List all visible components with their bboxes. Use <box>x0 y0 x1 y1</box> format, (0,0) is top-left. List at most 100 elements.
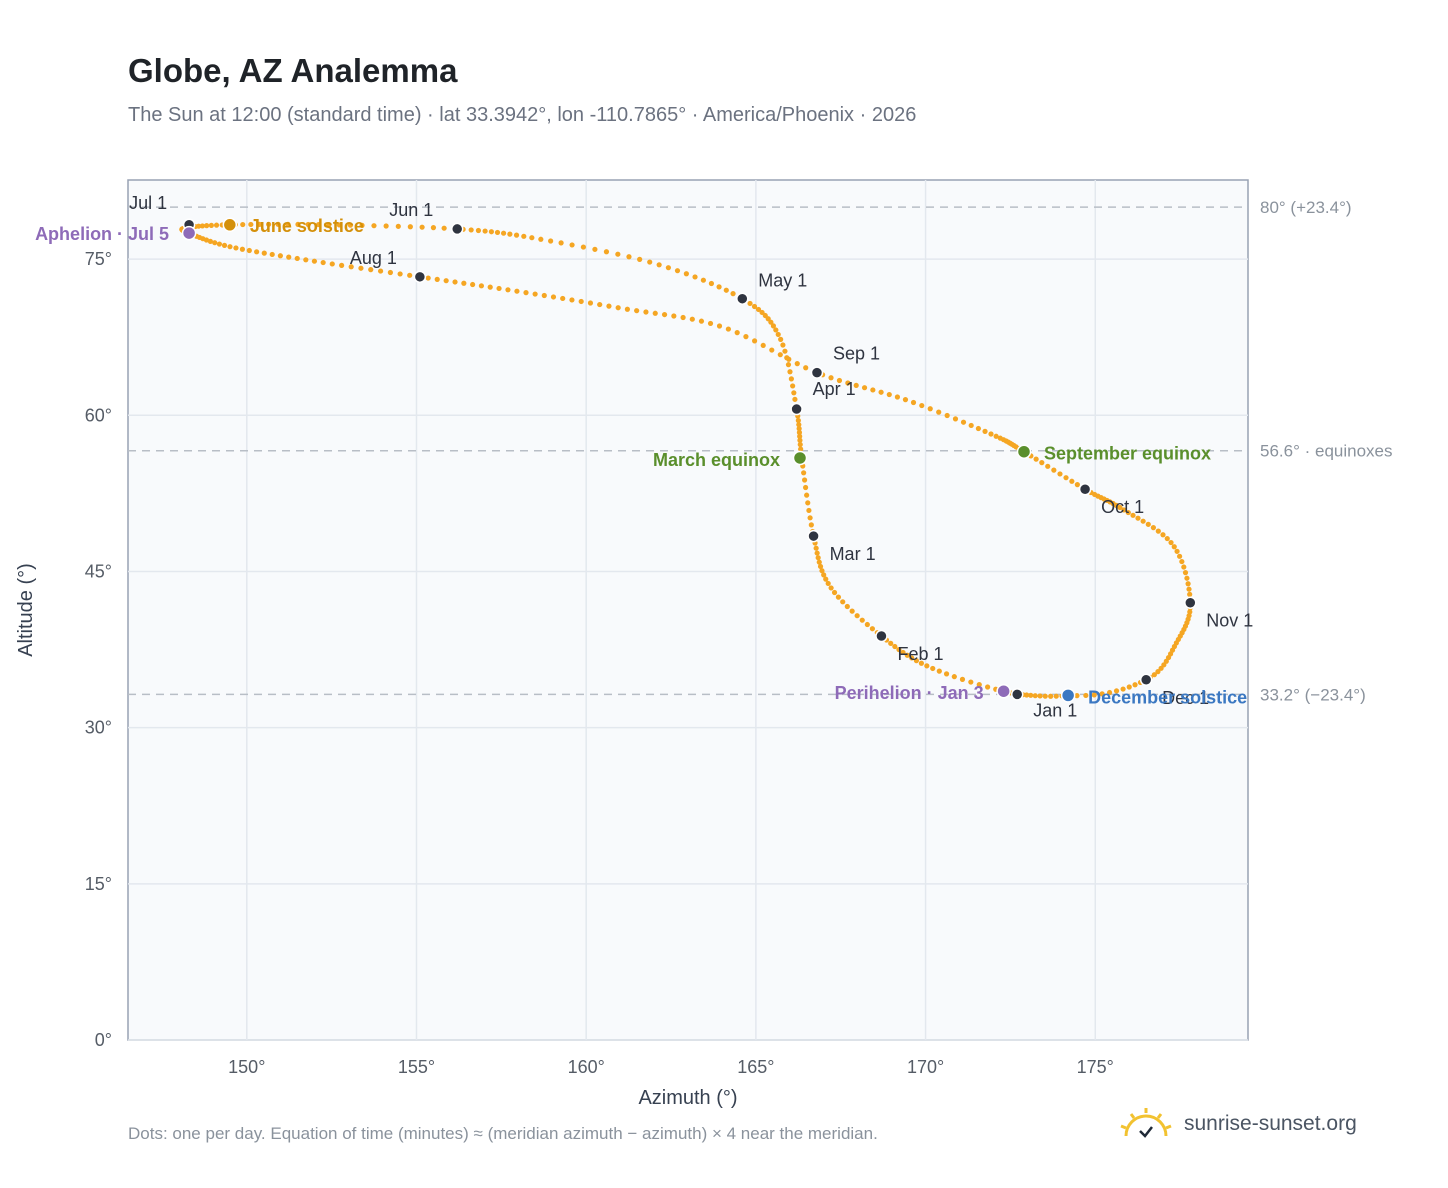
day-dot <box>603 249 610 255</box>
day-dot <box>305 221 311 228</box>
day-dot <box>1135 515 1141 521</box>
day-dot <box>1187 591 1193 597</box>
day-dot <box>796 429 803 436</box>
day-dot <box>869 626 876 632</box>
day-dot <box>902 397 909 403</box>
x-tick-label: 160° <box>568 1057 605 1077</box>
day-dot <box>725 326 731 332</box>
day-dot <box>823 576 829 582</box>
day-dot <box>505 287 511 293</box>
day-dot <box>285 221 291 227</box>
day-dot <box>913 658 920 664</box>
x-tick-label: 155° <box>398 1057 435 1077</box>
day-dot <box>773 327 779 333</box>
day-dot <box>808 522 814 528</box>
day-dot <box>1106 689 1113 696</box>
day-dot <box>849 608 855 614</box>
brand[interactable]: sunrise-sunset.org <box>1118 1102 1357 1146</box>
axis-ticks: 150° 155° 160° 165° 170° 175° 0° 15° 30° 45° 60° 75… <box>85 249 1114 1077</box>
y-tick-label: 0° <box>95 1030 112 1050</box>
day-dot <box>395 223 401 229</box>
day-dot <box>359 222 365 228</box>
day-dot <box>339 262 345 268</box>
day-dot <box>500 230 507 236</box>
day-dot <box>387 269 393 276</box>
day-dot <box>347 222 354 228</box>
day-dot <box>256 221 263 227</box>
day-dot <box>960 419 967 425</box>
day-dot <box>558 240 564 246</box>
month-label: Feb 1 <box>897 644 943 664</box>
day-dot <box>751 303 758 310</box>
day-dot <box>1161 662 1167 668</box>
day-dot <box>815 555 821 561</box>
day-dot <box>828 585 834 591</box>
day-dot <box>478 283 485 289</box>
day-dot <box>755 306 762 313</box>
day-dot <box>1042 693 1048 699</box>
day-dot <box>523 290 529 296</box>
day-dot <box>532 291 538 297</box>
day-dot <box>1074 693 1080 699</box>
day-dot <box>475 227 482 234</box>
day-dot <box>700 277 706 283</box>
day-dot <box>788 376 794 382</box>
day-dot <box>816 559 822 565</box>
day-dot <box>1028 692 1034 698</box>
day-dot <box>277 253 283 259</box>
day-dot <box>801 477 808 483</box>
day-dot <box>368 267 374 273</box>
day-dot <box>716 284 722 290</box>
day-dot <box>482 228 488 234</box>
y-tick-label: 30° <box>85 718 112 738</box>
day-dot <box>1182 570 1189 576</box>
day-dot <box>1057 471 1063 477</box>
day-dot <box>441 225 447 231</box>
event-label: Perihelion · Jan 3 <box>835 683 984 703</box>
day-dot <box>383 223 389 229</box>
month-markers: Jan 1 Feb 1 Mar 1 Apr 1 May 1 Jun 1 Jul 1 Aug 1… <box>129 193 1253 721</box>
day-dot <box>261 250 267 256</box>
day-dot <box>751 338 758 344</box>
day-dot <box>1155 528 1161 534</box>
event-label: September equinox <box>1044 444 1211 464</box>
day-dot <box>798 446 804 452</box>
event-marker <box>222 217 238 233</box>
day-dot <box>671 313 677 319</box>
day-dot <box>936 668 942 674</box>
day-dot <box>904 652 910 658</box>
plot-area <box>127 179 1249 1041</box>
day-dot <box>769 347 775 353</box>
day-dot <box>275 221 281 227</box>
day-dot <box>888 640 894 646</box>
day-dot <box>900 649 906 656</box>
event-marker <box>181 225 197 241</box>
day-dot <box>487 284 493 290</box>
day-dot <box>1125 509 1131 516</box>
y-tick-label: 60° <box>85 405 112 425</box>
reference-line-label: 33.2° (−23.4°) <box>1260 685 1366 704</box>
event-marker <box>792 450 808 466</box>
month-label: Jul 1 <box>129 193 167 213</box>
day-dot <box>870 387 876 393</box>
day-dot <box>1032 693 1038 699</box>
day-dot <box>1184 575 1190 581</box>
event-label: December solstice <box>1088 687 1247 707</box>
day-dot <box>407 224 413 230</box>
day-dot <box>797 433 803 439</box>
day-dot <box>1181 564 1187 570</box>
day-dot <box>286 254 292 260</box>
day-dot <box>792 396 798 402</box>
day-dot <box>785 362 792 368</box>
day-dot <box>975 425 982 432</box>
day-dot <box>656 262 662 268</box>
day-dot <box>777 352 783 358</box>
day-dot <box>831 589 838 596</box>
day-dot <box>886 391 892 398</box>
day-dot <box>529 235 535 241</box>
month-label: Oct 1 <box>1101 497 1144 517</box>
day-dot <box>377 268 384 274</box>
day-dot <box>1037 693 1043 699</box>
day-dot <box>248 221 254 228</box>
day-dot <box>1053 693 1059 699</box>
